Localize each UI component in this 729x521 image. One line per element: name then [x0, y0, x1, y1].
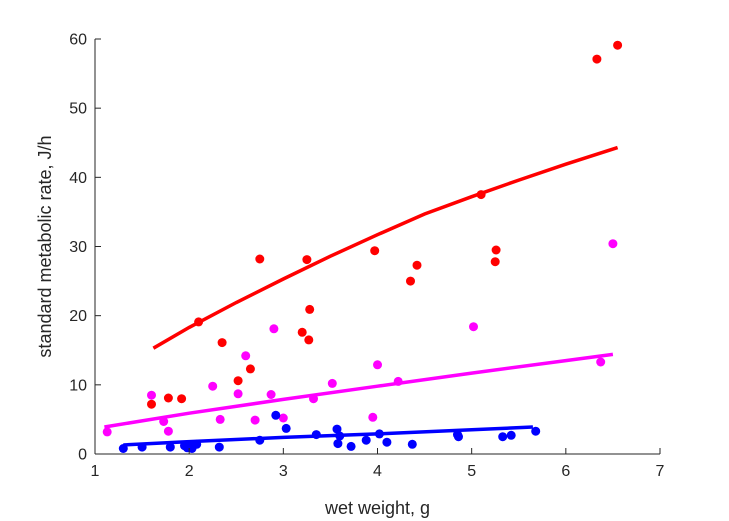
- data-point-0: [255, 254, 265, 264]
- data-point-2: [165, 442, 175, 452]
- x-tick-label: 3: [279, 463, 288, 480]
- data-point-0: [592, 54, 602, 64]
- data-point-0: [406, 276, 415, 286]
- fit-line-0: [152, 145, 619, 350]
- data-point-0: [233, 376, 243, 386]
- data-point-0: [163, 393, 173, 403]
- data-point-2: [407, 439, 417, 449]
- data-point-0: [476, 190, 486, 200]
- data-point-0: [304, 335, 314, 345]
- data-point-2: [454, 432, 463, 442]
- data-point-1: [163, 426, 173, 436]
- data-point-0: [305, 304, 315, 314]
- data-point-0: [491, 245, 501, 255]
- y-tick-label: 30: [69, 239, 87, 256]
- data-point-1: [147, 390, 156, 400]
- data-point-2: [374, 429, 384, 439]
- y-axis-title: standard metabolic rate, J/h: [35, 135, 55, 357]
- x-tick-label: 1: [91, 463, 100, 480]
- data-point-2: [118, 444, 128, 453]
- data-point-1: [327, 378, 337, 388]
- axes: 1 2 3 4 5 6 7 0 10 20 30 40 50 60: [69, 32, 664, 481]
- data-point-0: [245, 364, 255, 374]
- x-tick-label: 7: [656, 463, 665, 480]
- x-tick-label: 4: [373, 463, 382, 480]
- data-point-0: [613, 40, 623, 50]
- data-point-0: [147, 399, 156, 409]
- data-point-2: [192, 439, 202, 449]
- fit-line-1: [104, 352, 614, 429]
- data-point-1: [368, 412, 378, 422]
- data-point-0: [194, 317, 204, 327]
- data-point-2: [382, 437, 392, 447]
- data-point-2: [214, 442, 224, 452]
- y-tick-label: 20: [69, 308, 87, 325]
- data-point-1: [250, 415, 260, 425]
- x-axis-title: wet weight, g: [324, 498, 430, 518]
- data-point-1: [233, 389, 243, 399]
- data-point-2: [361, 435, 371, 445]
- data-point-1: [102, 427, 112, 437]
- data-point-2: [281, 423, 291, 433]
- data-point-2: [311, 430, 321, 440]
- data-point-0: [370, 246, 380, 256]
- y-tick-label: 10: [69, 377, 87, 394]
- y-tick-label: 40: [69, 170, 87, 187]
- data-point-2: [137, 442, 147, 452]
- data-point-2: [271, 410, 281, 420]
- data-point-1: [269, 324, 279, 334]
- data-point-1: [608, 239, 618, 249]
- data-point-0: [302, 255, 312, 265]
- data-point-1: [241, 351, 251, 361]
- data-point-2: [506, 430, 516, 440]
- fit-lines: [104, 145, 619, 447]
- data-point-0: [297, 327, 307, 337]
- data-point-0: [490, 257, 500, 267]
- x-tick-label: 2: [185, 463, 194, 480]
- y-tick-label: 60: [69, 32, 87, 49]
- data-point-1: [215, 414, 225, 424]
- data-point-2: [335, 431, 345, 441]
- y-tick-label: 50: [69, 101, 87, 118]
- data-point-1: [309, 394, 318, 404]
- y-tick-label: 0: [78, 447, 87, 464]
- data-point-0: [177, 394, 187, 404]
- fit-line-2: [123, 425, 533, 447]
- data-point-2: [332, 424, 342, 434]
- data-point-1: [266, 390, 276, 399]
- data-point-1: [469, 322, 478, 332]
- data-point-2: [255, 435, 265, 445]
- data-point-0: [217, 338, 227, 348]
- data-point-1: [278, 413, 288, 423]
- x-tick-label: 6: [561, 463, 570, 480]
- data-point-1: [159, 417, 169, 426]
- data-point-0: [412, 260, 422, 270]
- data-point-1: [393, 376, 403, 386]
- data-point-2: [346, 441, 356, 451]
- data-point-1: [596, 357, 606, 367]
- data-point-1: [373, 360, 382, 370]
- data-point-2: [498, 432, 508, 442]
- data-point-2: [333, 439, 343, 449]
- data-point-2: [531, 426, 541, 436]
- data-point-1: [208, 381, 218, 391]
- x-tick-label: 5: [467, 463, 476, 480]
- data-points: [102, 40, 623, 453]
